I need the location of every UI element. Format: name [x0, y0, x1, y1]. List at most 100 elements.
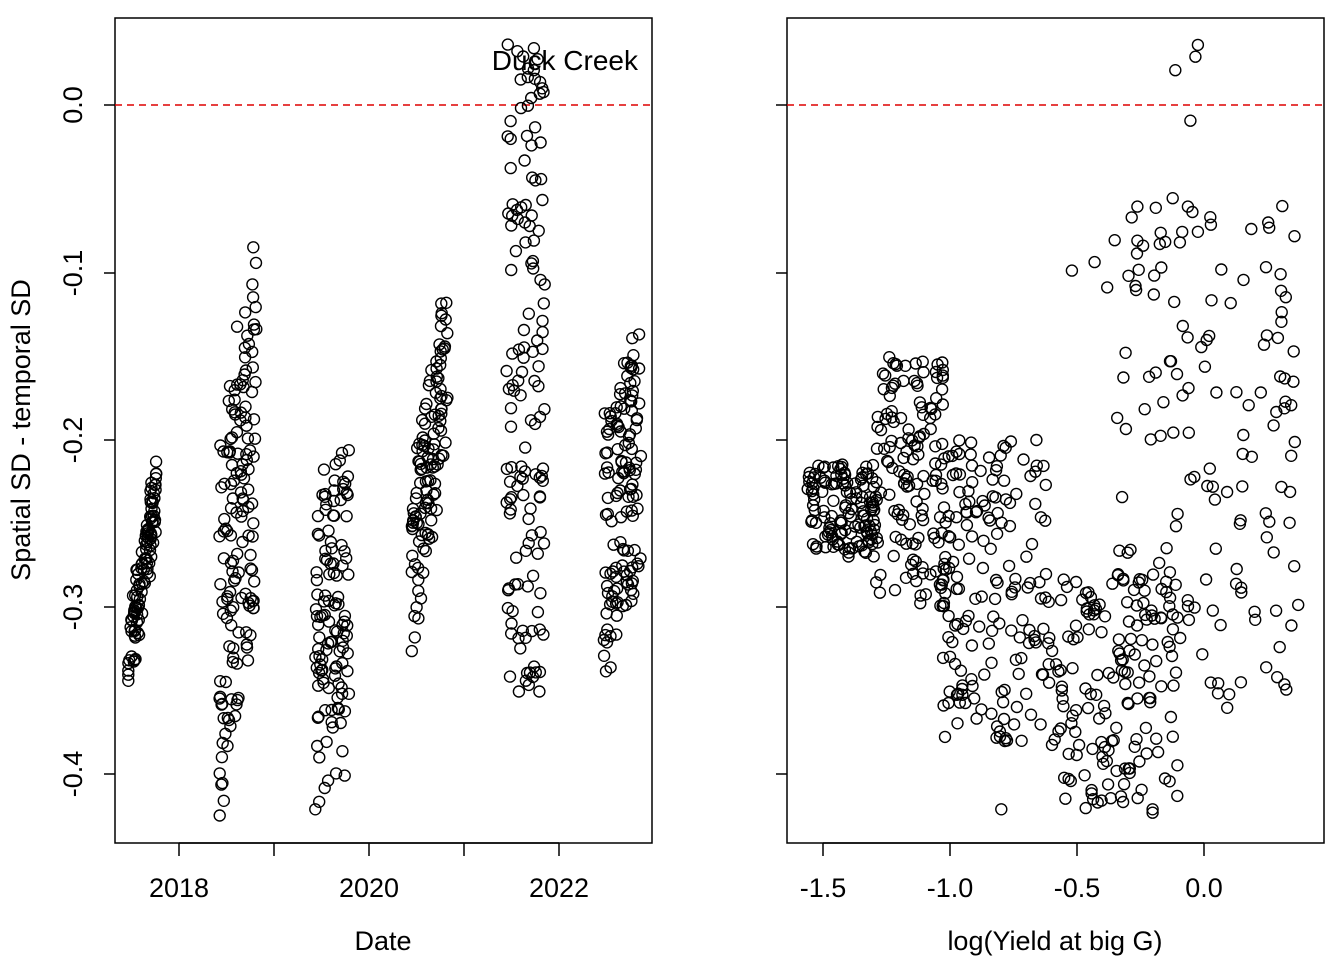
data-point [1138, 584, 1151, 597]
data-point [913, 396, 927, 409]
data-point [1283, 516, 1296, 529]
data-point [1142, 370, 1156, 383]
data-point [129, 652, 142, 666]
data-point [870, 442, 884, 455]
data-point [527, 42, 541, 55]
data-point [936, 363, 949, 377]
data-point [511, 45, 524, 58]
data-point [328, 669, 342, 682]
data-point [406, 549, 419, 562]
data-point [336, 559, 349, 572]
data-point [1117, 371, 1130, 384]
data-point [535, 469, 548, 483]
data-point [834, 462, 847, 476]
data-point [144, 493, 157, 506]
data-point [329, 662, 342, 675]
data-point [1016, 614, 1029, 627]
data-point [599, 566, 612, 579]
data-point [1211, 687, 1225, 700]
data-point [1035, 668, 1049, 681]
data-point [1115, 490, 1129, 504]
data-point [236, 492, 249, 505]
date-panel-x-label: Date [354, 926, 411, 956]
data-point [234, 465, 248, 478]
data-point [1163, 775, 1176, 788]
data-point [218, 512, 231, 526]
data-point [1072, 738, 1086, 752]
data-point [611, 486, 624, 500]
data-point [621, 544, 635, 557]
data-point [128, 629, 142, 642]
data-point [944, 531, 957, 544]
data-point [1065, 717, 1078, 730]
data-point [1039, 591, 1052, 604]
data-point [240, 641, 254, 654]
data-point [1146, 803, 1159, 816]
data-point [950, 511, 963, 524]
data-point [510, 551, 523, 564]
data-point [1100, 281, 1114, 294]
data-point [237, 380, 250, 394]
data-point [818, 511, 831, 524]
data-point [1042, 595, 1055, 608]
data-point [609, 597, 623, 610]
data-point [1270, 671, 1284, 684]
data-point [982, 451, 996, 464]
data-point [1204, 210, 1217, 224]
data-point [217, 445, 230, 458]
data-point [919, 588, 932, 601]
data-point [1025, 537, 1039, 551]
data-point [506, 347, 519, 360]
data-point [1119, 422, 1133, 436]
data-point [1169, 666, 1183, 679]
data-point [421, 451, 434, 464]
data-point [1079, 586, 1093, 600]
data-point [516, 472, 529, 485]
data-point [1086, 742, 1099, 756]
data-point [309, 803, 322, 816]
data-point [320, 553, 334, 567]
data-point [1101, 778, 1115, 791]
y-tick-label: 0.0 [58, 86, 88, 124]
data-point [216, 607, 230, 620]
data-point [1064, 774, 1078, 788]
data-point [505, 219, 518, 232]
x-tick-label: -1.5 [800, 873, 847, 903]
data-point [527, 63, 540, 77]
data-point [1210, 386, 1223, 399]
data-point [122, 674, 135, 687]
data-point [247, 241, 260, 254]
data-point [930, 392, 943, 405]
data-point [1015, 734, 1028, 747]
data-point [916, 355, 929, 368]
data-point [605, 414, 618, 428]
y-axis-label: Spatial SD - temporal SD [6, 279, 36, 581]
data-point [234, 486, 248, 499]
data-point [953, 485, 966, 499]
data-point [1033, 576, 1046, 589]
data-point [338, 769, 351, 782]
yield-panel-x-axis: -1.5 -1.0 -0.5 0.0 [800, 842, 1223, 903]
data-point [969, 506, 983, 519]
data-point [1248, 613, 1262, 626]
data-point [1130, 619, 1144, 632]
data-point [1171, 759, 1184, 772]
data-point [511, 479, 524, 493]
data-point [1259, 261, 1273, 274]
data-point [892, 503, 906, 517]
data-point [501, 38, 514, 51]
data-point [902, 423, 915, 436]
data-point [1020, 550, 1033, 563]
data-point [1037, 622, 1050, 635]
data-point [826, 533, 839, 546]
data-point [512, 685, 526, 698]
data-point [622, 490, 635, 503]
data-point [534, 587, 547, 600]
data-point [1204, 218, 1218, 231]
data-point [633, 397, 646, 410]
date-panel-points [122, 38, 648, 822]
data-point [1129, 283, 1143, 297]
data-point [613, 388, 627, 401]
data-point [993, 617, 1006, 630]
data-point [238, 368, 251, 381]
